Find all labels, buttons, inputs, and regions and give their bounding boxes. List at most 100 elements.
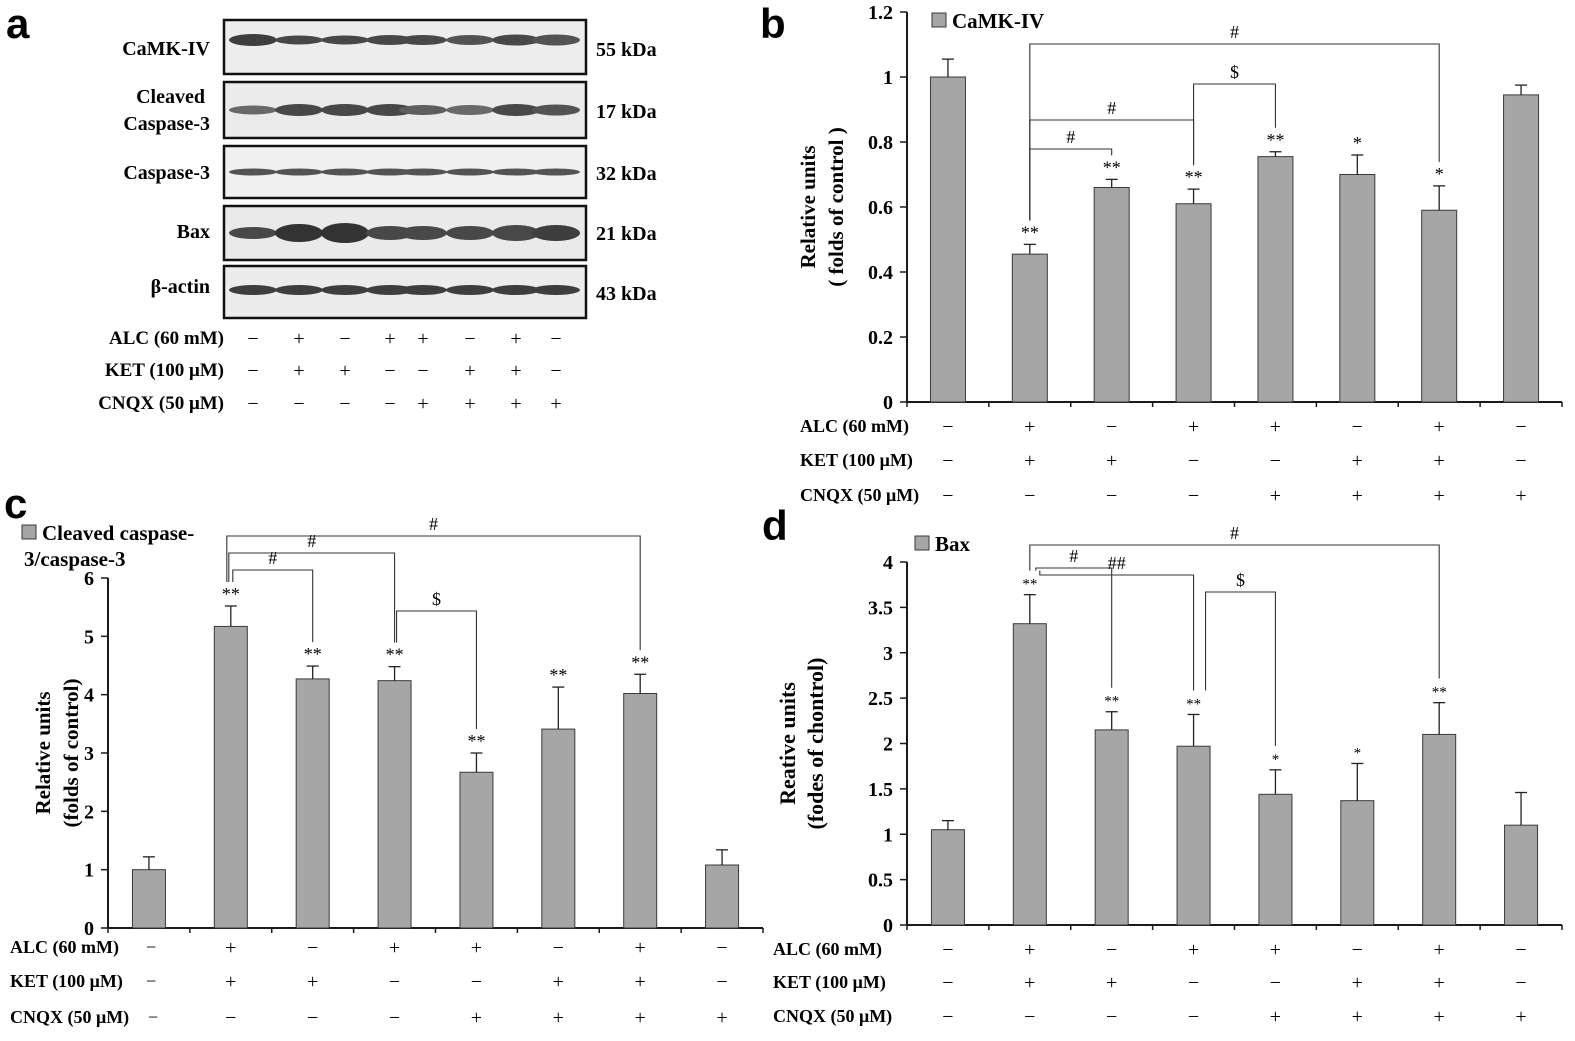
- blot-band: [399, 285, 447, 295]
- condition-label: ALC (60 mM): [109, 328, 224, 349]
- condition-label: KET (100 μM): [10, 971, 123, 992]
- condition-sign: +: [1434, 416, 1445, 438]
- legend-swatch: [914, 535, 930, 551]
- condition-sign: −: [942, 1006, 953, 1028]
- condition-sign: +: [389, 937, 400, 959]
- condition-sign: −: [942, 939, 953, 961]
- bar: [1012, 623, 1047, 926]
- y-tick-label: 4: [84, 685, 94, 707]
- condition-sign: −: [471, 971, 482, 993]
- blot-band: [399, 35, 447, 45]
- condition-sign: +: [384, 328, 395, 350]
- condition-sign: −: [942, 416, 953, 438]
- panel-b-chart: b 0 0.2 0.4 0.6 0.8 1 1.2 Relative units( folds…: [760, 0, 1563, 507]
- y-tick-label: 4: [883, 552, 893, 574]
- bracket-label: $: [432, 589, 441, 609]
- blot-band: [492, 225, 540, 241]
- bracket-label: ##: [1108, 553, 1126, 573]
- y-tick-label: 0.8: [868, 132, 893, 154]
- condition-sign: −: [307, 1007, 318, 1029]
- condition-sign: −: [146, 971, 156, 991]
- bar: [213, 625, 248, 929]
- blot-camk-iv: CaMK-IV 55 kDa: [122, 18, 657, 76]
- condition-sign: −: [384, 393, 395, 415]
- bar: [1258, 793, 1293, 926]
- blot-band: [532, 104, 580, 116]
- condition-sign: +: [1352, 972, 1363, 994]
- y-tick-label: 1: [883, 824, 893, 846]
- blot-band: [275, 224, 323, 242]
- y-tick-label: 0.5: [868, 870, 893, 892]
- blot-band: [446, 35, 494, 45]
- blot-band: [229, 227, 277, 239]
- blot-size-camk-iv: 55 kDa: [596, 39, 657, 61]
- bar: [459, 771, 494, 929]
- condition-label: CNQX (50 μM): [800, 485, 919, 506]
- blot-band: [321, 285, 369, 295]
- blot-bands: [229, 34, 580, 295]
- condition-sign: +: [1515, 1006, 1526, 1028]
- condition-sign: −: [550, 360, 561, 382]
- condition-sign: +: [635, 971, 646, 993]
- significance-bracket: [226, 535, 641, 651]
- condition-sign: −: [293, 393, 304, 415]
- legend-label-line1: Cleaved caspase-: [42, 521, 194, 545]
- significance-star: **: [549, 665, 567, 685]
- condition-sign: +: [553, 971, 564, 993]
- blot-band: [275, 35, 323, 45]
- blot-band: [532, 285, 580, 295]
- blot-band: [492, 168, 540, 176]
- bar: [1176, 745, 1211, 926]
- panel-c-chart: c 0 1 2 3 4 5 6 Relative units (folds of control…: [4, 480, 764, 1029]
- blot-band: [446, 105, 494, 115]
- condition-sign: −: [247, 393, 258, 415]
- significance-bracket: [1035, 567, 1113, 688]
- bar: [541, 728, 576, 929]
- condition-sign: +: [464, 393, 475, 415]
- panel-a: a CaMK-IV 55 kDa Cleaved Caspase-3 17 kD…: [6, 0, 657, 415]
- bar: [1011, 253, 1048, 403]
- y-tick-label: 0: [883, 392, 893, 414]
- condition-sign: +: [635, 1007, 646, 1029]
- condition-sign: +: [464, 360, 475, 382]
- condition-sign: +: [307, 971, 318, 993]
- condition-sign: +: [471, 937, 482, 959]
- blot-band: [366, 35, 414, 45]
- bar: [930, 829, 965, 926]
- condition-sign: +: [1106, 972, 1117, 994]
- condition-sign: −: [417, 360, 428, 382]
- blot-band: [492, 285, 540, 295]
- bar: [1093, 187, 1130, 403]
- significance-star: **: [467, 731, 485, 751]
- legend-label-line2: 3/caspase-3: [24, 547, 126, 571]
- bracket-label: #: [429, 514, 438, 534]
- condition-sign: −: [1515, 416, 1526, 438]
- bar: [295, 678, 330, 929]
- blot-band: [321, 35, 369, 45]
- y-axis-label-line2: ( folds of control ): [824, 127, 848, 286]
- condition-sign: −: [1515, 450, 1526, 472]
- bar: [377, 680, 412, 929]
- condition-sign: +: [1434, 450, 1445, 472]
- condition-label: ALC (60 mM): [800, 416, 909, 437]
- bar: [131, 869, 166, 929]
- condition-sign: −: [1106, 416, 1117, 438]
- significance-star: **: [1103, 157, 1121, 177]
- condition-sign: −: [339, 328, 350, 350]
- condition-sign: +: [1106, 450, 1117, 472]
- blot-band: [446, 168, 494, 176]
- condition-sign: +: [1188, 939, 1199, 961]
- bar: [1340, 800, 1375, 926]
- y-tick-label: 0: [84, 918, 94, 940]
- condition-sign: +: [510, 393, 521, 415]
- y-tick-label: 3.5: [868, 597, 893, 619]
- panel-letter-b: b: [760, 0, 786, 47]
- blot-band: [366, 285, 414, 295]
- condition-label: CNQX (50 μM): [773, 1006, 892, 1027]
- condition-sign: +: [1270, 1006, 1281, 1028]
- condition-sign: −: [1024, 485, 1035, 507]
- y-axis-label-line2: (fodes of chontrol): [803, 658, 828, 830]
- significance-star: *: [1435, 164, 1444, 184]
- condition-sign: −: [146, 937, 156, 957]
- condition-sign: −: [1515, 939, 1526, 961]
